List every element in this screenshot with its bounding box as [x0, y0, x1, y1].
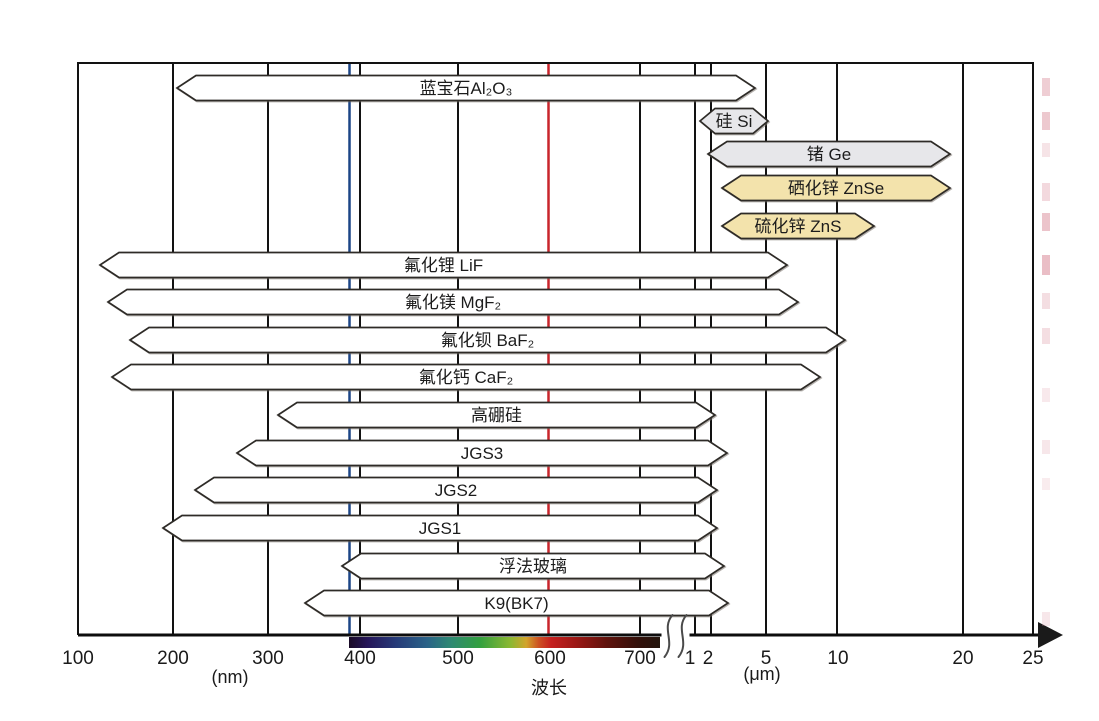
bar-caf2 [110, 363, 822, 391]
axis-arrow-icon [1038, 622, 1063, 648]
tick-label-1: 1 [685, 648, 696, 669]
bar-label-jgs2: JGS2 [435, 481, 478, 500]
bar-label-float-glass: 浮法玻璃 [499, 557, 567, 576]
bar-ge [706, 140, 952, 168]
tick-label-100: 100 [62, 648, 94, 669]
bar-jgs3 [235, 439, 729, 467]
print-artifact [1042, 478, 1050, 490]
bar-label-borosilicate: 高硼硅 [471, 406, 522, 425]
tick-label-500: 500 [442, 648, 474, 669]
tick-label-300: 300 [252, 648, 284, 669]
bar-label-ge: 锗 Ge [807, 145, 851, 164]
bar-label-lif: 氟化锂 LiF [404, 256, 483, 275]
bar-zns [720, 212, 876, 240]
axis-unit-um-label: (μm) [743, 664, 781, 684]
bar-float-glass [340, 552, 726, 580]
bar-label-sapphire: 蓝宝石Al₂O₃ [420, 79, 513, 98]
tick-label-700: 700 [624, 648, 656, 669]
print-artifact [1042, 255, 1050, 275]
bar-mgf2 [106, 288, 800, 316]
axis-break-mark-icon [677, 614, 688, 658]
print-artifact [1042, 293, 1050, 309]
axis-break-mask [661, 625, 690, 645]
axis-break-mark-icon [663, 614, 674, 658]
bar-label-znse: 硒化锌 ZnSe [788, 179, 884, 198]
axis-unit-nm-label: (nm) [211, 667, 249, 687]
print-artifact [1042, 612, 1050, 626]
bar-label-jgs1: JGS1 [419, 519, 462, 538]
bar-k9 [303, 589, 730, 617]
bar-lif [98, 251, 789, 279]
tick-label-25: 25 [1022, 648, 1043, 669]
print-artifact [1042, 213, 1050, 231]
bar-label-si: 硅 Si [716, 112, 753, 131]
print-artifact [1042, 112, 1050, 130]
bar-sapphire [175, 74, 757, 102]
bar-label-jgs3: JGS3 [461, 444, 504, 463]
print-artifact [1042, 183, 1050, 201]
bar-jgs1 [161, 514, 719, 542]
bar-borosilicate [276, 401, 717, 429]
bar-baf2 [128, 326, 847, 354]
print-artifact [1042, 388, 1050, 402]
print-artifact [1042, 440, 1050, 454]
tick-label-20: 20 [952, 648, 973, 669]
tick-label-200: 200 [157, 648, 189, 669]
axis-title-wavelength: 波长 [531, 678, 567, 698]
tick-label-600: 600 [534, 648, 566, 669]
tick-label-2: 2 [703, 648, 714, 669]
bar-label-zns: 硫化锌 ZnS [755, 217, 842, 236]
print-artifact [1042, 143, 1050, 157]
bar-si [698, 107, 770, 135]
print-artifact [1042, 328, 1050, 344]
plot-border [77, 62, 1034, 635]
bar-jgs2 [193, 476, 719, 504]
bar-znse [720, 174, 952, 202]
tick-label-10: 10 [827, 648, 848, 669]
tick-label-5: 5 [761, 648, 772, 669]
bar-label-baf2: 氟化钡 BaF₂ [441, 331, 535, 350]
bar-label-mgf2: 氟化镁 MgF₂ [405, 293, 501, 312]
bar-label-k9: K9(BK7) [484, 594, 548, 613]
bar-label-caf2: 氟化钙 CaF₂ [419, 368, 513, 387]
tick-label-400: 400 [344, 648, 376, 669]
visible-spectrum-strip [349, 637, 660, 648]
print-artifact [1042, 78, 1050, 96]
